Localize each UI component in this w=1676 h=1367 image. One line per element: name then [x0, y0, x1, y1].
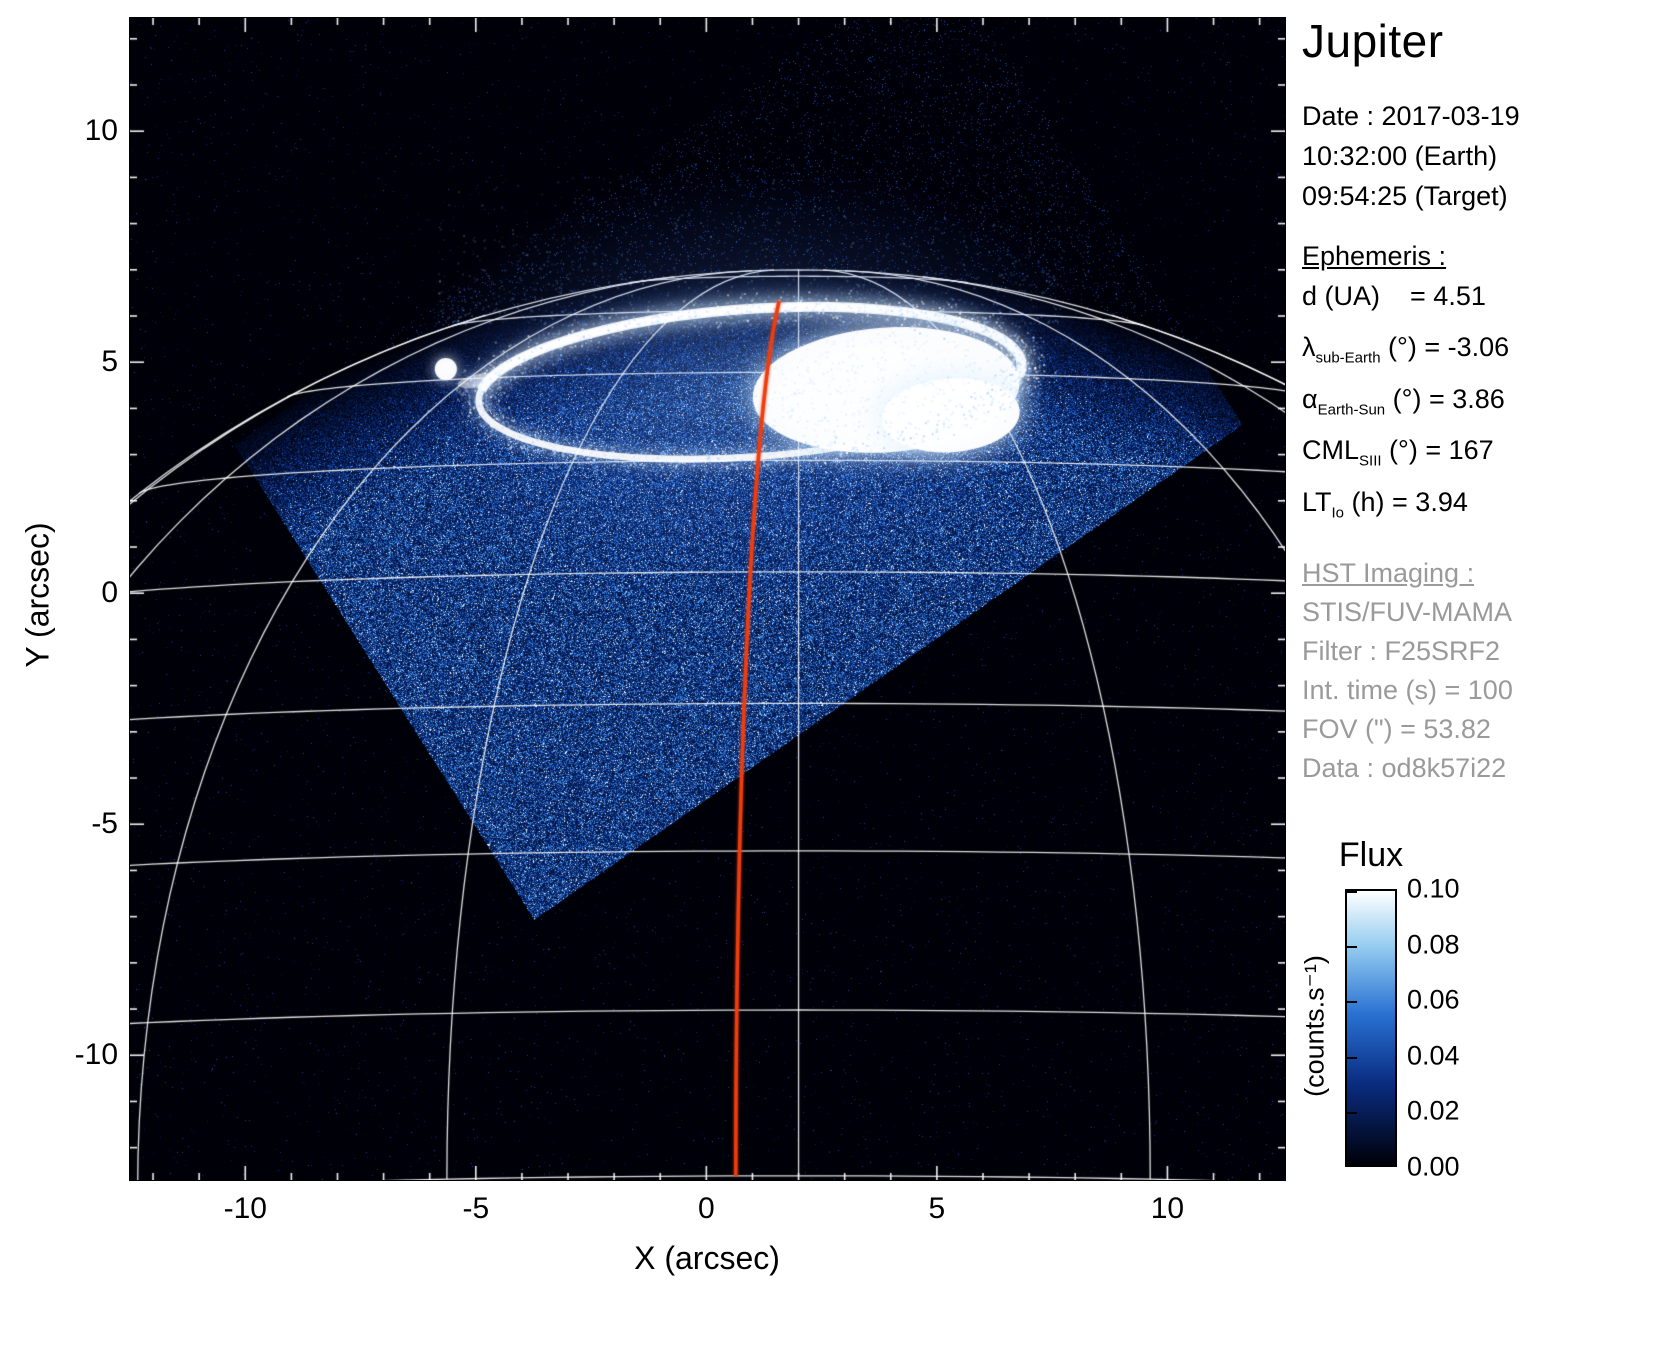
- colorbar-tick-mark: [1347, 1112, 1357, 1115]
- colorbar-tick-label: 0.00: [1407, 1151, 1460, 1182]
- eph-value: (UA) = 4.51: [1317, 281, 1486, 311]
- target-time-line: 09:54:25 (Target): [1302, 181, 1508, 211]
- colorbar-tick-mark: [1347, 945, 1357, 948]
- eph-symbol: α: [1302, 383, 1318, 414]
- eph-symbol: LT: [1302, 486, 1332, 517]
- info-panel: Jupiter Date : 2017-03-19 10:32:00 (Eart…: [1302, 14, 1674, 788]
- x-tick-label: 5: [928, 1192, 946, 1225]
- colorbar-tick-label: 0.06: [1407, 984, 1460, 1015]
- plot-frame: [129, 17, 1286, 1181]
- y-tick-label: 10: [84, 114, 118, 148]
- hst-imaging-block: HST Imaging : STIS/FUV-MAMA Filter : F25…: [1302, 553, 1674, 788]
- ephemeris-row-cml: CMLSIII (°) = 167: [1302, 430, 1674, 481]
- ephemeris-row-distance: d (UA) = 4.51: [1302, 276, 1674, 327]
- hst-fov: FOV (") = 53.82: [1302, 713, 1491, 744]
- x-tick-label: -10: [223, 1192, 267, 1225]
- colorbar-tick-mark: [1347, 1056, 1357, 1059]
- colorbar-title: Flux: [1338, 836, 1404, 874]
- colorbar-tick-label: 0.08: [1407, 929, 1460, 960]
- colorbar-tick-mark: [1347, 891, 1357, 893]
- ephemeris-row-subearth-lat: λsub-Earth (°) = -3.06: [1302, 327, 1674, 378]
- eph-subscript: Io: [1331, 503, 1345, 521]
- eph-symbol: λ: [1302, 332, 1316, 363]
- colorbar-tick-label: 0.04: [1407, 1040, 1460, 1071]
- eph-value: (h) = 3.94: [1344, 486, 1468, 517]
- y-tick-label: -5: [91, 807, 118, 841]
- eph-value: (°) = 167: [1381, 435, 1494, 466]
- colorbar-tick-mark: [1347, 1163, 1357, 1165]
- hst-instrument: STIS/FUV-MAMA: [1302, 596, 1513, 627]
- x-axis-title: X (arcsec): [634, 1240, 780, 1276]
- hst-imaging-header: HST Imaging :: [1302, 557, 1475, 588]
- date-block: Date : 2017-03-19 10:32:00 (Earth) 09:54…: [1302, 96, 1674, 216]
- y-tick-label: 0: [101, 576, 118, 610]
- page-title: Jupiter: [1302, 15, 1444, 67]
- ephemeris-row-io-localtime: LTIo (h) = 3.94: [1302, 482, 1674, 533]
- eph-value: (°) = -3.06: [1380, 332, 1510, 363]
- eph-subscript: sub-Earth: [1315, 349, 1381, 367]
- ephemeris-block: Ephemeris : d (UA) = 4.51 λsub-Earth (°)…: [1302, 236, 1674, 533]
- ephemeris-row-phase-angle: αEarth-Sun (°) = 3.86: [1302, 379, 1674, 430]
- colorbar-gradient: [1345, 889, 1397, 1167]
- y-tick-label: 5: [101, 345, 118, 379]
- jupiter-uv-image: [130, 18, 1285, 1180]
- x-tick-label: 10: [1150, 1192, 1185, 1225]
- eph-symbol: CML: [1302, 435, 1360, 466]
- eph-subscript: Earth-Sun: [1317, 401, 1386, 419]
- hst-data-id: Data : od8k57i22: [1302, 752, 1507, 783]
- eph-value: (°) = 3.86: [1385, 383, 1505, 414]
- hst-int-time: Int. time (s) = 100: [1302, 674, 1513, 705]
- ephemeris-header: Ephemeris :: [1302, 241, 1447, 271]
- colorbar-tick-mark: [1347, 1001, 1357, 1004]
- y-tick-label: -10: [74, 1038, 118, 1072]
- x-tick-label: 0: [698, 1192, 715, 1225]
- colorbar-unit-label: (counts.s⁻¹): [1299, 955, 1330, 1097]
- y-axis-title: Y (arcsec): [19, 522, 56, 668]
- earth-time-line: 10:32:00 (Earth): [1302, 141, 1498, 171]
- hst-filter: Filter : F25SRF2: [1302, 635, 1501, 666]
- eph-symbol: d: [1302, 281, 1318, 311]
- date-line: Date : 2017-03-19: [1302, 101, 1520, 131]
- colorbar-tick-label: 0.02: [1407, 1095, 1460, 1126]
- x-tick-label: -5: [462, 1192, 490, 1225]
- eph-subscript: SIII: [1359, 452, 1382, 470]
- colorbar-tick-label: 0.10: [1407, 873, 1460, 904]
